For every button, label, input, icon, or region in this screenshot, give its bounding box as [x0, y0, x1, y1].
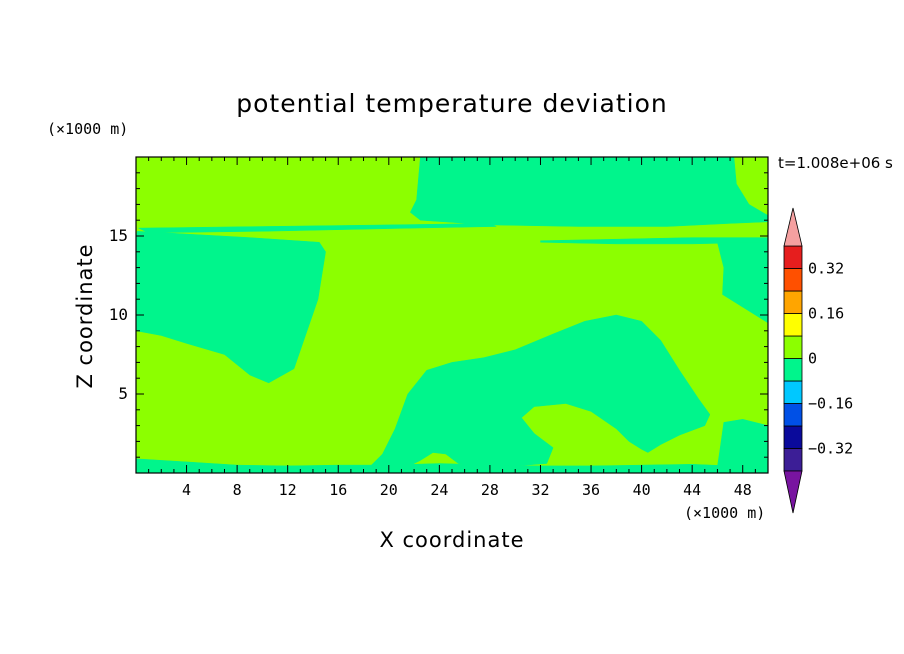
x-axis: 4 8 12 16 20 24 28 32 36 40 44 48: [148, 157, 756, 499]
y-tick-label: 10: [109, 305, 128, 324]
colorbar-swatch: [783, 448, 803, 472]
y-axis-label: Z coordinate: [73, 243, 97, 388]
x-tick-label: 4: [182, 481, 191, 499]
x-tick-label: 48: [734, 481, 752, 499]
colorbar-swatch: [783, 313, 803, 337]
colorbar-tick-label: −0.32: [808, 440, 853, 458]
contour-region-6: [717, 419, 769, 467]
x-tick-label: 44: [683, 481, 701, 499]
colorbar: −0.32 −0.16 0 0.16 0.32: [783, 207, 853, 514]
x-tick-label: 8: [233, 481, 242, 499]
x-tick-label: 16: [329, 481, 347, 499]
y-unit-label: (×1000 m): [47, 120, 128, 138]
x-tick-label: 32: [531, 481, 549, 499]
chart-title: potential temperature deviation: [236, 89, 667, 118]
colorbar-swatch: [783, 245, 803, 269]
colorbar-tick-label: 0.16: [808, 305, 844, 323]
colorbar-swatch: [783, 335, 803, 359]
colorbar-swatch: [783, 358, 803, 382]
y-tick-label: 15: [109, 226, 128, 245]
colorbar-swatch: [783, 425, 803, 449]
x-tick-label: 28: [481, 481, 499, 499]
colorbar-swatch: [783, 290, 803, 314]
x-tick-label: 12: [279, 481, 297, 499]
x-tick-label: 40: [633, 481, 651, 499]
colorbar-swatch: [783, 403, 803, 427]
colorbar-swatch: [783, 268, 803, 292]
x-tick-label: 24: [430, 481, 448, 499]
colorbar-over-arrow: [783, 207, 803, 247]
colorbar-swatch: [783, 380, 803, 404]
contour-region-0: [135, 231, 326, 384]
time-label: t=1.008e+06 s: [778, 154, 893, 172]
x-tick-label: 20: [380, 481, 398, 499]
x-unit-label: (×1000 m): [684, 504, 765, 522]
colorbar-tick-label: −0.16: [808, 395, 853, 413]
colorbar-tick-label: 0.32: [808, 260, 844, 278]
x-axis-label: X coordinate: [379, 528, 524, 552]
colorbar-tick-label: 0: [808, 350, 817, 368]
y-tick-label: 5: [118, 384, 128, 403]
y-axis: 5 10 15: [109, 172, 768, 458]
colorbar-under-arrow: [783, 470, 803, 514]
contour-regions: [135, 156, 769, 474]
contour-region-1: [409, 156, 769, 227]
contour-region-2: [138, 223, 497, 234]
x-tick-label: 36: [582, 481, 600, 499]
